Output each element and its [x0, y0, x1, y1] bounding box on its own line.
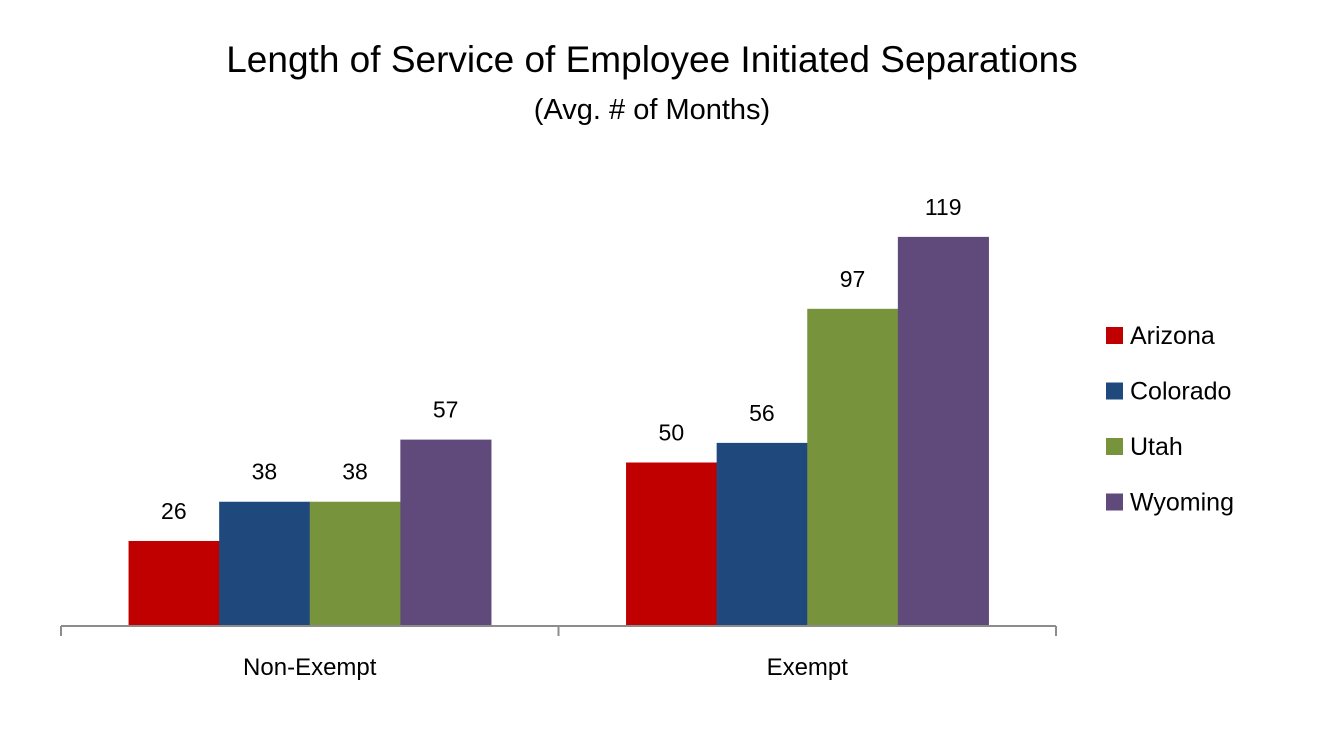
- legend-label: Arizona: [1130, 322, 1215, 350]
- legend: Arizona Colorado Utah Wyoming: [1106, 322, 1234, 517]
- bar-utah-exempt: [807, 308, 899, 626]
- data-label: 57: [433, 397, 459, 423]
- data-label: 38: [342, 459, 368, 485]
- bar-wyoming-non-exempt: [400, 439, 492, 626]
- bar-colorado-exempt: [716, 442, 808, 626]
- legend-swatch-utah: [1106, 438, 1123, 455]
- bar-utah-non-exempt: [309, 501, 401, 626]
- bar-arizona-non-exempt: [128, 540, 220, 626]
- legend-swatch-colorado: [1106, 382, 1123, 400]
- legend-label: Colorado: [1130, 378, 1231, 406]
- bar-colorado-non-exempt: [219, 501, 311, 626]
- legend-swatch-wyoming: [1106, 493, 1123, 511]
- bars-group: [128, 236, 989, 626]
- x-axis: Non-Exempt Exempt: [60, 625, 1057, 681]
- chart-title: Length of Service of Employee Initiated …: [226, 39, 1078, 80]
- data-label: 119: [925, 194, 962, 220]
- data-label: 50: [659, 420, 685, 446]
- bar-wyoming-exempt: [897, 236, 989, 626]
- data-label: 97: [840, 266, 866, 292]
- legend-swatch-arizona: [1106, 327, 1123, 344]
- legend-label: Wyoming: [1130, 489, 1234, 517]
- chart-subtitle: (Avg. # of Months): [534, 94, 770, 126]
- data-label: 38: [252, 459, 278, 485]
- x-tick-label: Exempt: [767, 654, 849, 681]
- bar-arizona-exempt: [626, 462, 718, 626]
- x-tick-label: Non-Exempt: [243, 654, 377, 681]
- legend-label: Utah: [1130, 433, 1183, 461]
- data-labels-group: 26 38 38 57 50 56 97 119: [161, 194, 961, 524]
- data-label: 56: [749, 400, 775, 426]
- data-label: 26: [161, 498, 187, 524]
